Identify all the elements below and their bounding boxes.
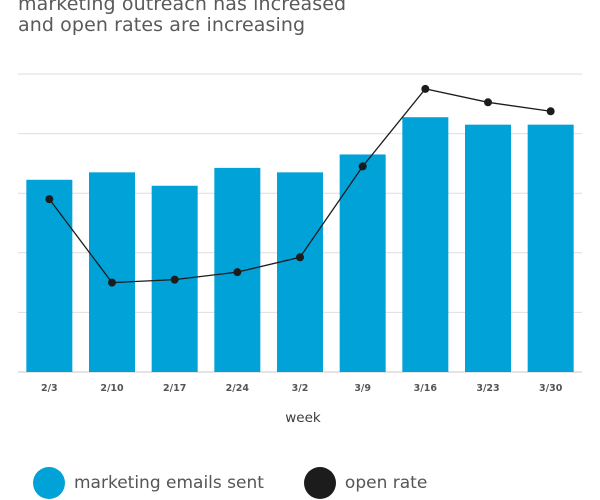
legend-swatch-emails xyxy=(33,467,65,499)
x-tick-label: 3/2 xyxy=(292,383,309,394)
chart-title-line-2: and open rates are increasing xyxy=(18,14,306,36)
open-rate-point-2-10 xyxy=(108,278,116,287)
legend-item-open-rate: open rate xyxy=(303,467,428,499)
open-rate-point-3-2 xyxy=(296,253,304,262)
bar-2-3 xyxy=(26,179,73,372)
bar-3-23 xyxy=(465,124,511,372)
open-rate-point-2-17 xyxy=(170,275,179,284)
bar-3-30 xyxy=(527,124,574,372)
x-tick-label: 2/10 xyxy=(100,383,124,394)
x-tick-label: 3/23 xyxy=(476,383,499,394)
chart-plot: 2/3 2/10 2/17 2/24 3/2 3/9 3/16 3/23 3/30 week xyxy=(18,73,582,426)
chart-title: marketing outreach has increased and ope… xyxy=(18,0,588,36)
legend-label-open-rate: open rate xyxy=(344,473,428,493)
x-tick-labels: 2/3 2/10 2/17 2/24 3/2 3/9 3/16 3/23 3/30 xyxy=(41,383,563,394)
legend-item-emails: marketing emails sent xyxy=(33,467,264,499)
x-tick-label: 2/3 xyxy=(41,383,58,394)
bar-2-10 xyxy=(89,172,135,372)
open-rate-point-2-3 xyxy=(45,195,54,204)
bar-3-16 xyxy=(402,117,449,373)
bar-3-9 xyxy=(339,154,386,372)
x-tick-label: 2/17 xyxy=(163,383,186,394)
legend: marketing emails sent open rate xyxy=(33,466,467,500)
open-rate-point-2-24 xyxy=(233,268,242,277)
open-rate-point-3-23 xyxy=(484,98,492,107)
chart-title-line-1: marketing outreach has increased xyxy=(18,0,347,15)
open-rate-point-3-16 xyxy=(421,84,430,93)
open-rate-point-3-30 xyxy=(546,107,555,116)
line-series xyxy=(45,84,555,287)
x-tick-label: 3/16 xyxy=(414,383,438,394)
x-tick-label: 2/24 xyxy=(226,383,250,394)
legend-swatch-open-rate xyxy=(303,467,336,499)
legend-label-emails: marketing emails sent xyxy=(74,473,264,493)
bar-series xyxy=(26,117,574,373)
bar-3-2 xyxy=(277,172,323,372)
x-tick-label: 3/30 xyxy=(539,383,563,394)
x-tick-label: 3/9 xyxy=(354,383,371,394)
x-axis-label: week xyxy=(285,410,321,426)
open-rate-point-3-9 xyxy=(358,162,367,171)
